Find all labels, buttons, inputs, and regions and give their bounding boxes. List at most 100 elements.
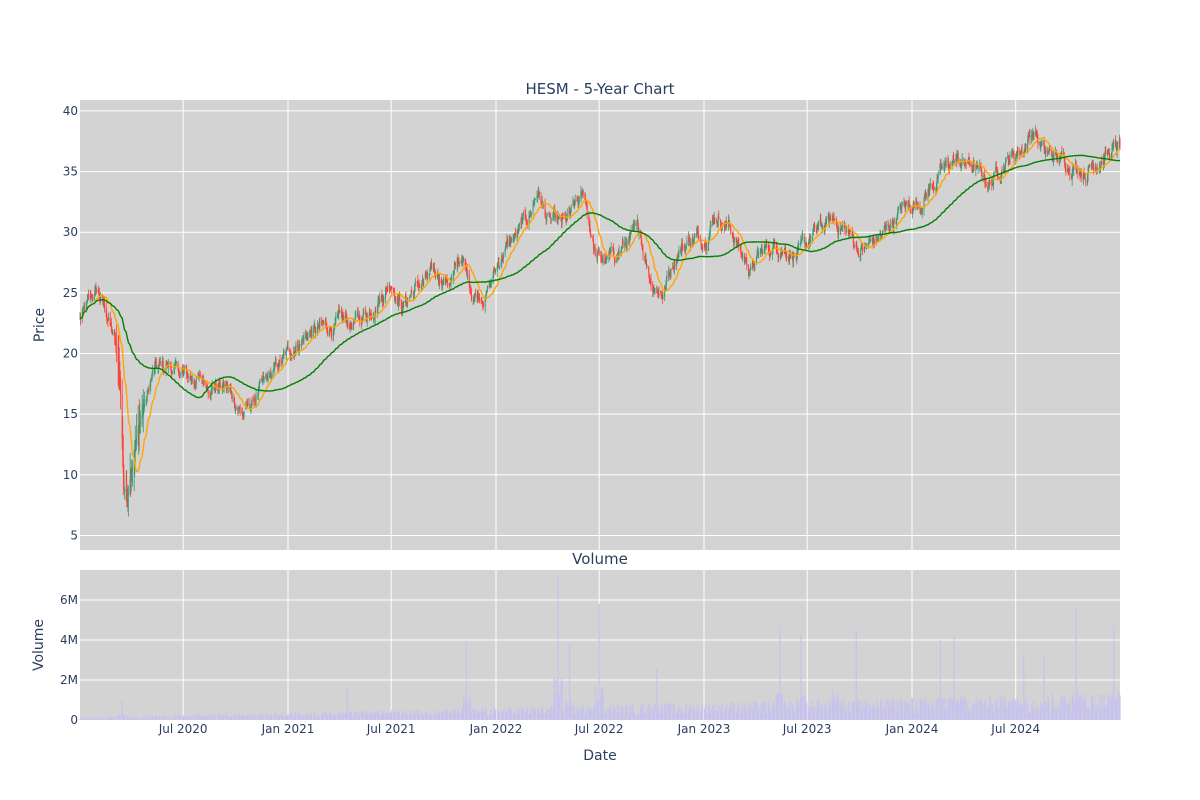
candle-body bbox=[730, 228, 732, 233]
candle-body bbox=[724, 226, 726, 229]
candle-body bbox=[159, 361, 161, 363]
candle-body bbox=[739, 247, 741, 249]
candle-body bbox=[939, 167, 941, 173]
candle-body bbox=[311, 331, 313, 338]
candle-body bbox=[327, 332, 329, 335]
candle-body bbox=[811, 235, 813, 242]
volume-bar bbox=[1000, 700, 1002, 720]
candle-body bbox=[522, 213, 524, 216]
volume-bar bbox=[341, 714, 343, 720]
candle-body bbox=[1020, 149, 1022, 152]
candle-body bbox=[482, 304, 484, 306]
candle-body bbox=[434, 271, 436, 273]
candle-body bbox=[533, 202, 535, 206]
candle-body bbox=[386, 287, 388, 290]
candle-body bbox=[601, 260, 603, 262]
volume-bar bbox=[1101, 694, 1103, 720]
candle-body bbox=[796, 253, 798, 259]
volume-bar bbox=[625, 704, 627, 720]
candle-body bbox=[170, 365, 172, 368]
candle-body bbox=[541, 203, 543, 204]
candle-body bbox=[884, 226, 886, 228]
volume-bar bbox=[630, 706, 632, 720]
candle-body bbox=[702, 247, 704, 249]
volume-bar bbox=[522, 708, 524, 720]
candle-body bbox=[751, 260, 753, 267]
candle-body bbox=[881, 230, 883, 234]
candle-body bbox=[223, 382, 225, 387]
volume-bar bbox=[678, 705, 680, 720]
candle-body bbox=[89, 293, 91, 301]
volume-bar bbox=[794, 714, 796, 720]
candle-body bbox=[219, 382, 221, 389]
candle-body bbox=[772, 247, 774, 250]
candle-body bbox=[580, 191, 582, 199]
candle-body bbox=[118, 361, 120, 368]
candle-body bbox=[806, 243, 808, 247]
candle-body bbox=[800, 239, 802, 244]
candle-body bbox=[908, 201, 910, 203]
candle-body bbox=[644, 255, 646, 262]
candle-body bbox=[267, 375, 269, 381]
volume-bar bbox=[174, 715, 176, 720]
candle-body bbox=[392, 290, 394, 293]
volume-bar bbox=[1041, 704, 1043, 720]
candle-body bbox=[576, 199, 578, 201]
candle-body bbox=[456, 259, 458, 267]
volume-bar bbox=[686, 710, 688, 720]
volume-bar bbox=[602, 697, 604, 720]
candle-body bbox=[757, 251, 759, 253]
candle-body bbox=[199, 373, 201, 377]
candle-body bbox=[545, 215, 547, 219]
candle-body bbox=[673, 262, 675, 270]
candle-body bbox=[469, 283, 471, 291]
candle-body bbox=[961, 163, 963, 165]
candle-body bbox=[1027, 139, 1029, 149]
volume-bar bbox=[877, 708, 879, 720]
candle-body bbox=[88, 295, 90, 299]
candle-body bbox=[971, 164, 973, 168]
candle-body bbox=[1101, 161, 1103, 165]
candle-body bbox=[135, 437, 137, 445]
candle-body bbox=[309, 331, 311, 337]
volume-bar bbox=[1117, 692, 1119, 720]
candle-body bbox=[669, 271, 671, 276]
volume-bar bbox=[223, 713, 225, 720]
volume-bar bbox=[314, 712, 316, 720]
candle-body bbox=[1089, 165, 1091, 167]
candle-body bbox=[521, 220, 523, 224]
candle-body bbox=[269, 372, 271, 378]
candle-body bbox=[119, 376, 121, 378]
candle-body bbox=[150, 380, 152, 386]
candle-body bbox=[111, 329, 113, 333]
candle-body bbox=[118, 366, 120, 377]
candle-body bbox=[708, 237, 710, 241]
volume-bar bbox=[115, 716, 118, 720]
candle-body bbox=[963, 158, 965, 160]
candle-body bbox=[542, 203, 544, 206]
candle-body bbox=[1114, 140, 1116, 144]
volume-bar bbox=[111, 716, 114, 720]
volume-bar bbox=[167, 716, 169, 720]
candle-body bbox=[1007, 155, 1009, 161]
candle-body bbox=[500, 263, 502, 267]
candle-body bbox=[167, 362, 169, 368]
candle-body bbox=[668, 271, 670, 277]
candle-body bbox=[214, 389, 216, 391]
volume-bar bbox=[510, 710, 512, 720]
candle-body bbox=[291, 355, 293, 356]
candle-body bbox=[956, 153, 958, 159]
candle-body bbox=[765, 247, 767, 249]
candle-body bbox=[640, 232, 642, 238]
candle-body bbox=[909, 203, 911, 210]
candle-body bbox=[860, 249, 862, 256]
candle-body bbox=[421, 280, 423, 282]
volume-bar bbox=[339, 712, 341, 720]
candle-body bbox=[949, 164, 951, 169]
candle-body bbox=[939, 163, 941, 169]
volume-bar bbox=[327, 715, 329, 720]
candle-body bbox=[852, 234, 854, 243]
volume-bar bbox=[1069, 700, 1071, 720]
candle-body bbox=[1029, 134, 1031, 140]
candle-body bbox=[626, 242, 628, 249]
